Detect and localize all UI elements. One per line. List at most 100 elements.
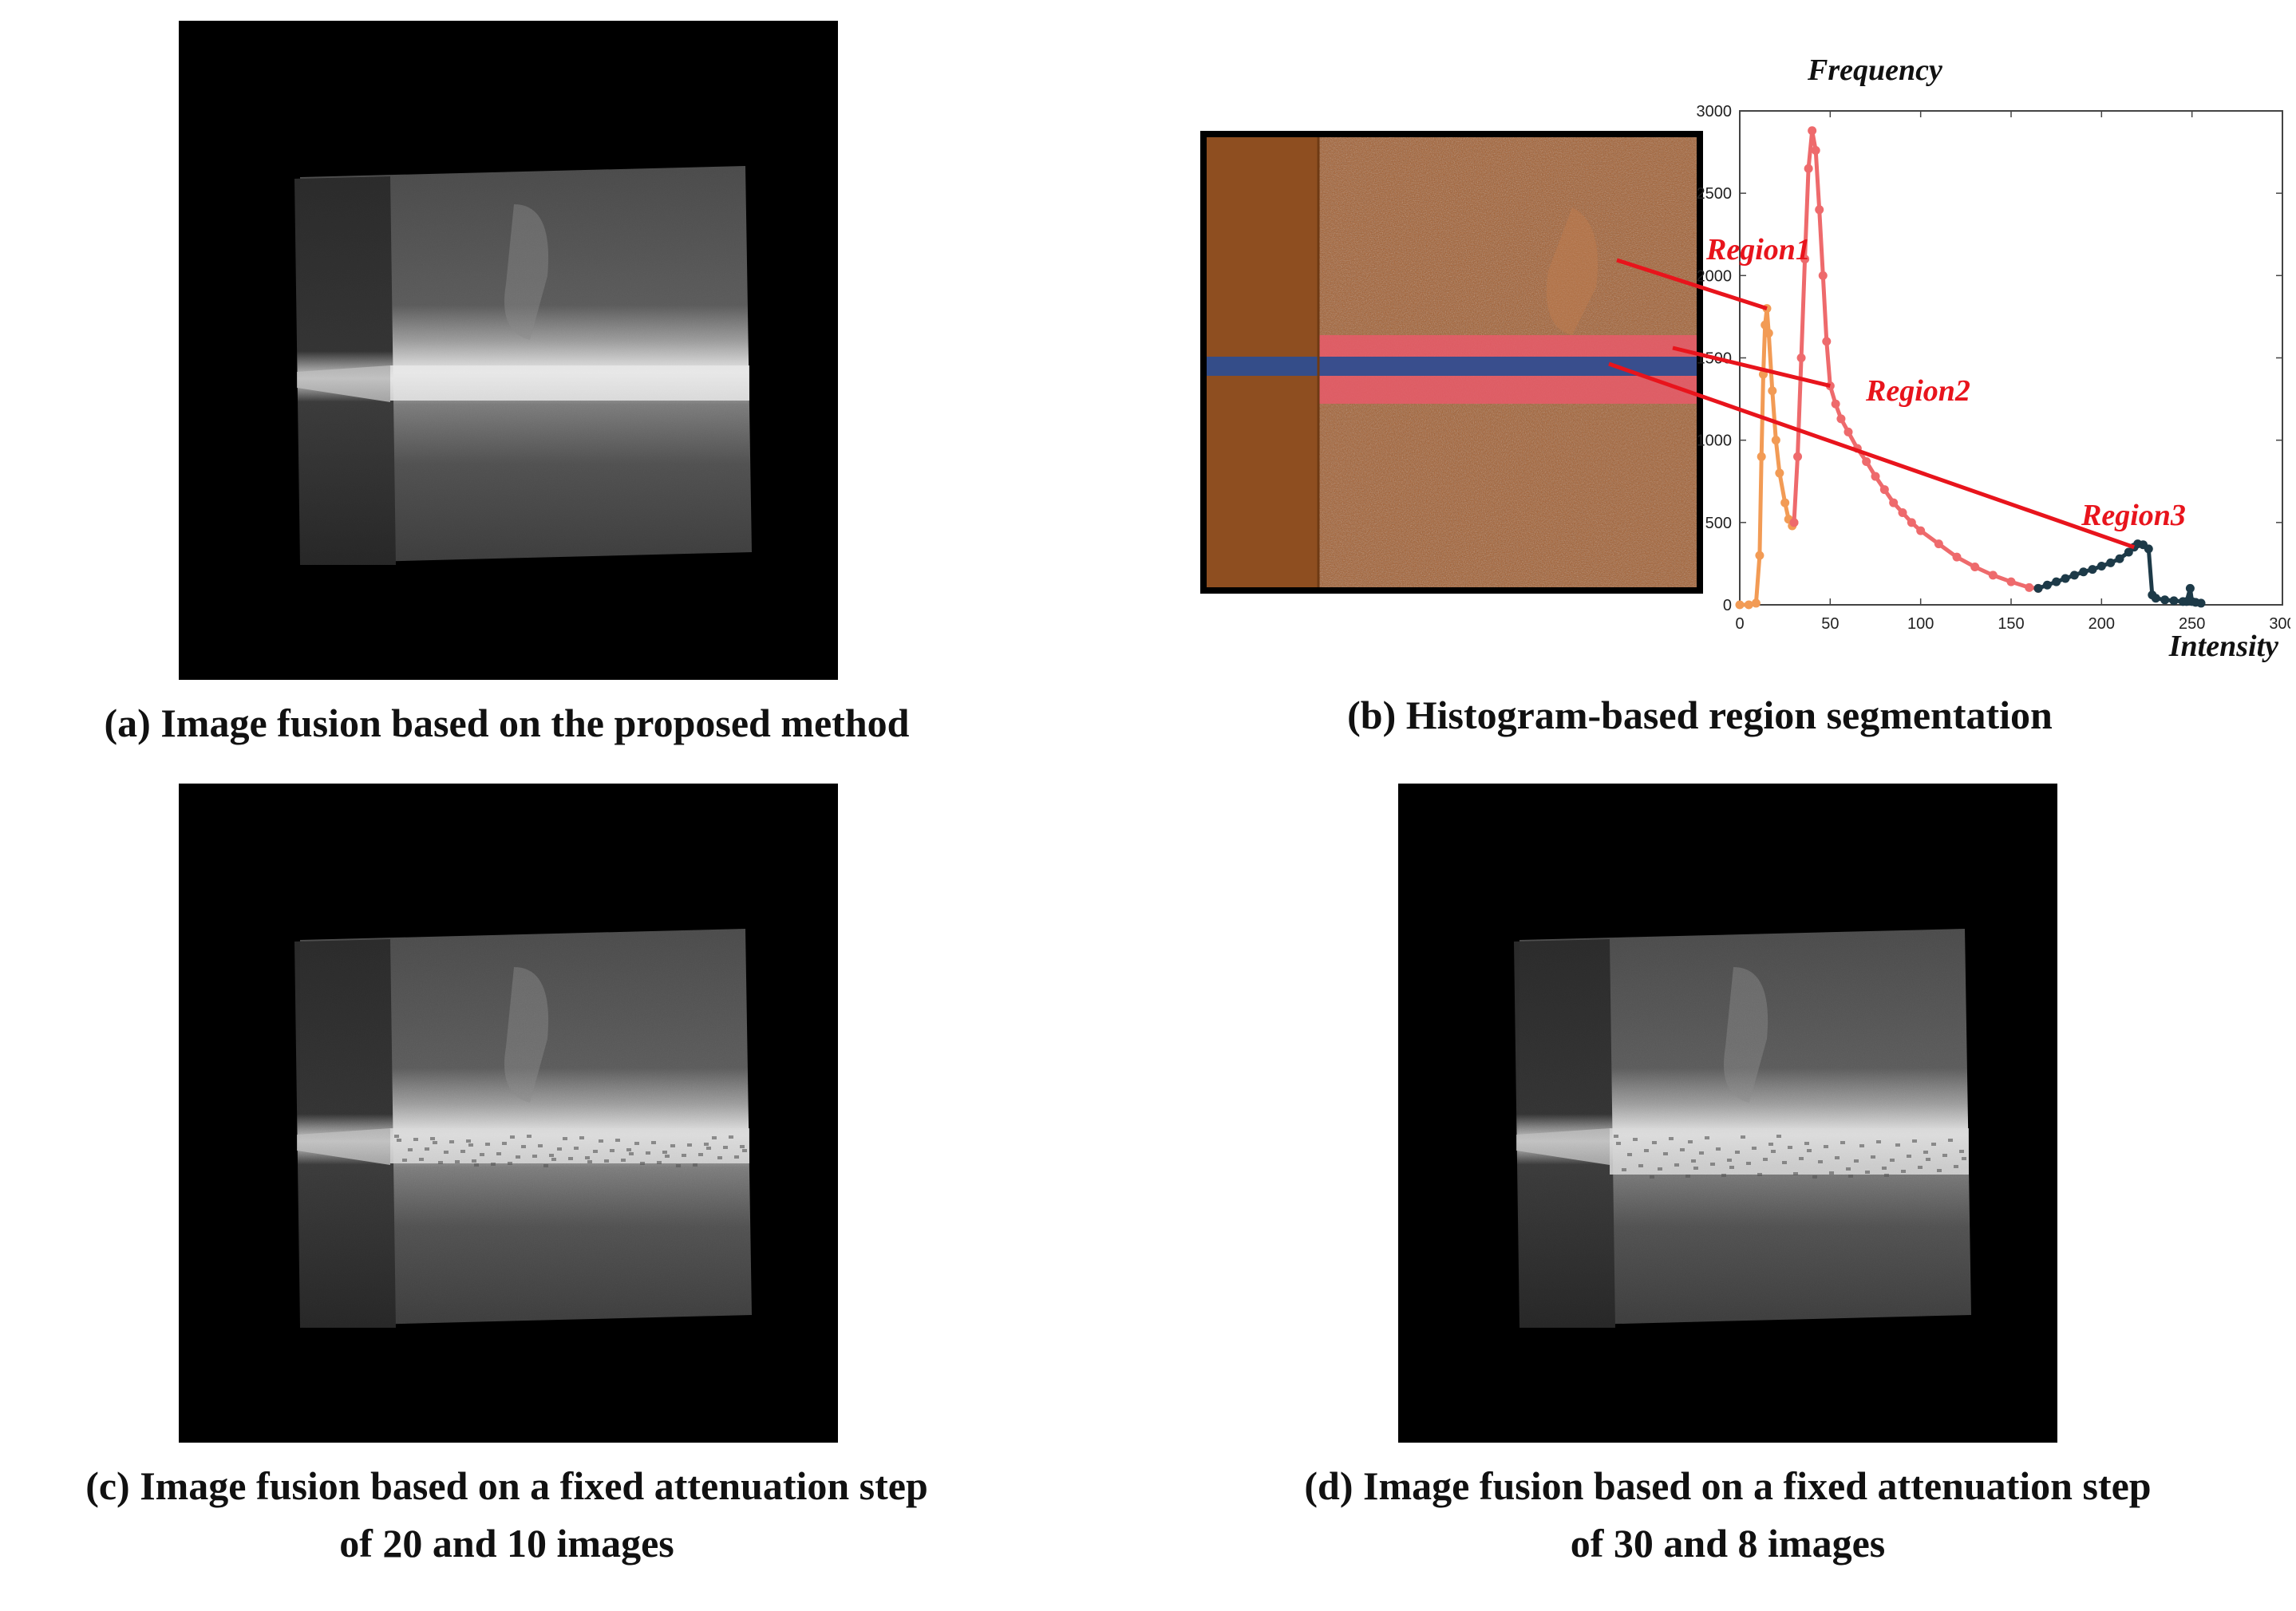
data-point [1822,337,1832,346]
data-point [1871,472,1880,481]
data-point [1808,126,1817,136]
data-point [1916,526,1926,535]
data-point [1898,507,1907,517]
data-point [1970,563,1980,572]
caption-a: (a) Image fusion based on the proposed m… [0,694,1014,752]
x-tick-label: 0 [1735,615,1744,633]
data-point [1844,427,1853,436]
data-point [2088,565,2097,575]
x-tick-label: 50 [1821,615,1839,633]
fused-ct-image-fixed-30 [1398,784,2057,1443]
data-point [2185,583,2195,593]
panel-d-image [1398,784,2057,1443]
data-point [1889,498,1899,507]
data-point [1862,456,1871,466]
segmented-image [1200,131,1703,594]
caption-c: (c) Image fusion based on a fixed attenu… [0,1457,1014,1572]
data-point [2169,596,2179,606]
data-point [2196,598,2206,608]
data-point [2025,582,2034,592]
data-point [1768,386,1777,396]
data-point [2079,567,2089,577]
data-point [1800,255,1810,264]
data-point [2006,577,2016,586]
x-axis-title: Intensity [2168,630,2278,663]
data-point [2160,595,2170,605]
specimen [294,929,752,1328]
data-point [1952,552,1962,562]
y-axis-title: Frequency [1807,53,1942,87]
data-point [2052,577,2061,586]
leader-region2 [1672,345,1831,389]
data-point [1744,600,1753,610]
x-tick-label: 250 [2179,615,2205,633]
data-point [1761,320,1770,330]
data-point [1836,414,1846,424]
data-point [1907,518,1916,527]
series-3 [2033,539,2206,608]
caption-b: (b) Histogram-based region segmentation [1197,686,2203,744]
caption-b-line-1: (b) Histogram-based region segmentation [1347,693,2053,737]
data-point [1793,452,1803,461]
data-point [1831,399,1840,409]
leader-region3 [1608,361,2135,550]
specimen [1514,929,1971,1328]
series-2 [1789,126,2043,593]
data-point [2144,544,2153,554]
caption-d: (d) Image fusion based on a fixed attenu… [1221,1457,2235,1572]
data-point [1751,598,1761,608]
data-point [1764,329,1773,338]
y-tick-label: 0 [1723,597,1732,614]
x-tick-label: 150 [1998,615,2024,633]
y-tick-label: 500 [1705,515,1732,532]
data-point [2106,558,2116,567]
y-tick-label: 3000 [1697,103,1733,120]
caption-a-line-1: (a) Image fusion based on the proposed m… [104,701,910,745]
region3-overlay [1207,357,1697,376]
plot-area [1739,110,2283,606]
data-point [1775,468,1784,478]
region3-label: Region3 [2081,499,2186,532]
data-point [1988,571,1998,580]
data-point [1780,498,1790,507]
caption-d-line-1: (d) Image fusion based on a fixed attenu… [1304,1463,2152,1508]
region1-label: Region1 [1705,233,1811,267]
caption-c-line-2: of 20 and 10 images [339,1521,674,1566]
data-point [1879,485,1889,495]
data-point [2042,580,2052,590]
fused-ct-image-proposed [179,21,838,680]
data-point [1811,146,1820,156]
data-point [1735,600,1745,610]
data-point [1818,270,1828,280]
leader-lines [1608,258,2135,550]
data-point [2096,562,2106,571]
leader-region1 [1616,258,1768,310]
fused-ct-image-fixed-20 [179,784,838,1443]
data-point [1789,518,1799,527]
data-point [2033,583,2043,593]
data-point [2115,554,2124,563]
data-point [2061,574,2070,583]
caption-d-line-2: of 30 and 8 images [1570,1521,1886,1566]
data-point [1815,205,1824,215]
x-tick-label: 200 [2089,615,2115,633]
data-point [1804,164,1813,173]
series-line [1740,306,1796,607]
data-point [1771,436,1780,445]
caption-c-line-1: (c) Image fusion based on a fixed attenu… [85,1463,928,1508]
y-tick-label: 2500 [1697,185,1733,203]
data-point [1755,551,1764,560]
data-point [1934,539,1943,549]
specimen [294,166,752,565]
y-tick-label: 2000 [1697,267,1733,285]
x-tick-label: 300 [2269,615,2290,633]
data-point [2069,571,2079,580]
x-tick-label: 100 [1907,615,1934,633]
panel-a-image [179,21,838,680]
panel-b-segmentation: 0501001502002503000500100015002000250030… [1197,48,2290,686]
data-point [1796,353,1806,362]
region2-label: Region2 [1865,374,1970,408]
histogram-chart: 0501001502002503000500100015002000250030… [1697,53,2291,663]
panel-c-image [179,784,838,1443]
y-tick-label: 1000 [1697,432,1733,450]
